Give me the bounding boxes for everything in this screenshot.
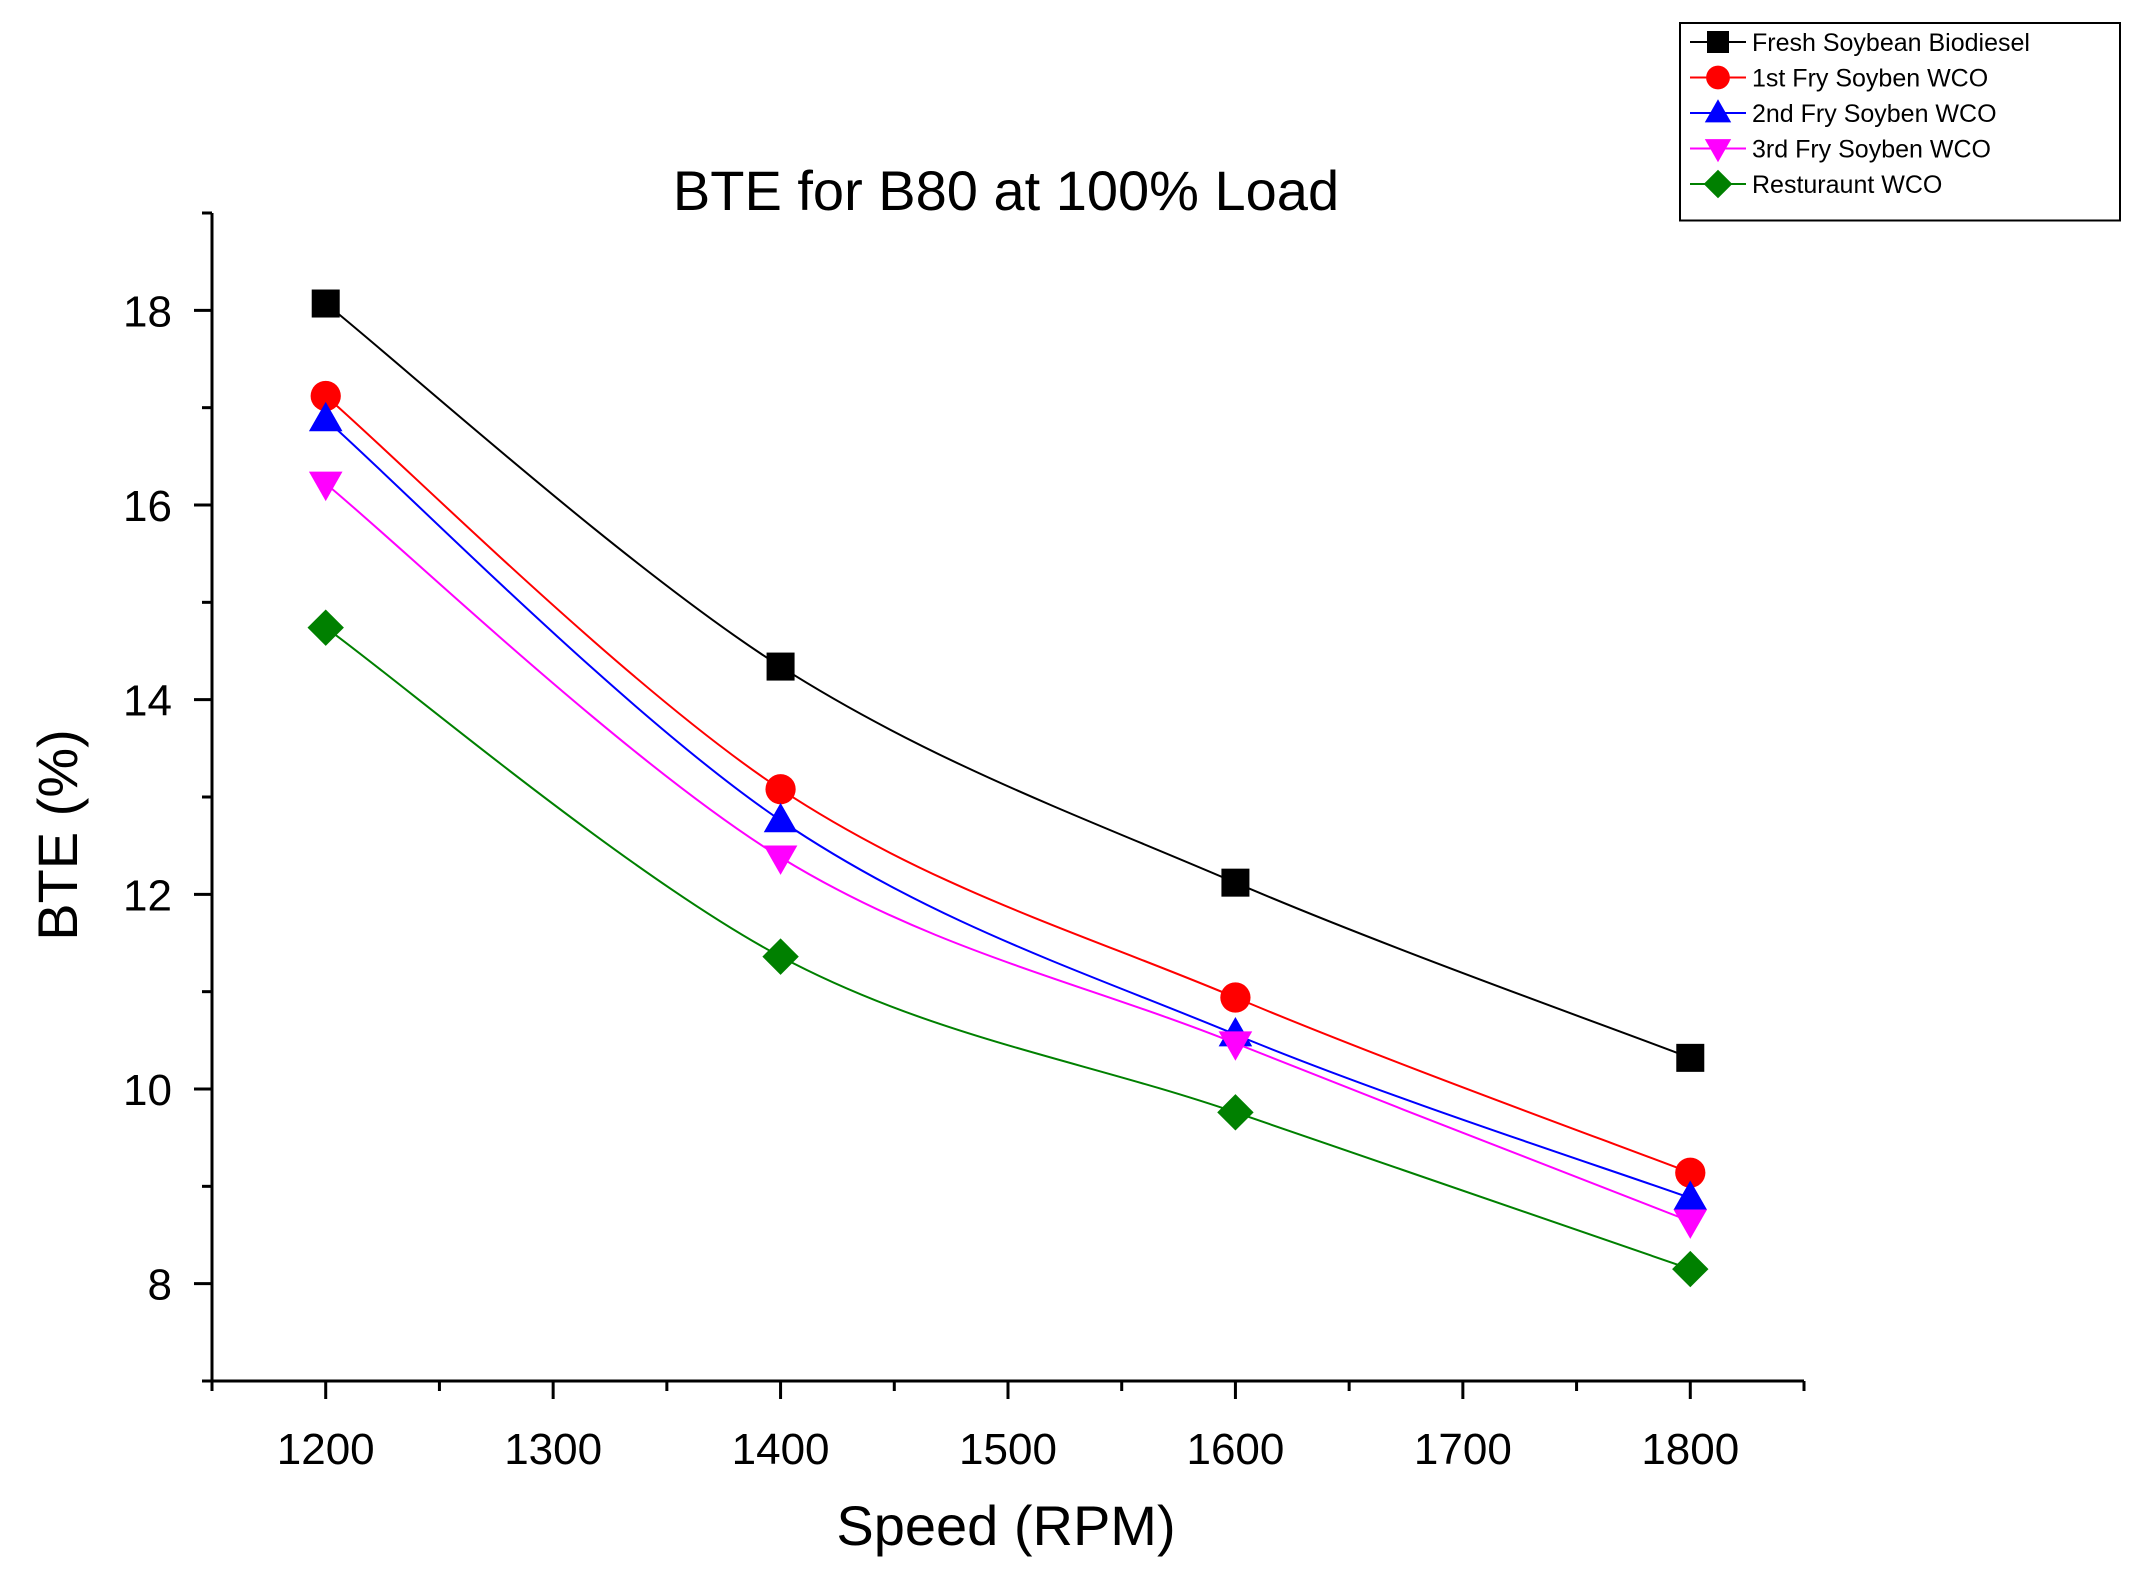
data-point xyxy=(1673,1180,1708,1210)
series-line xyxy=(325,418,1691,1199)
legend-label: 2nd Fry Soyben WCO xyxy=(1752,100,1997,128)
data-point xyxy=(1221,868,1250,897)
x-tick-label: 1600 xyxy=(1186,1425,1284,1474)
data-point xyxy=(307,609,344,646)
legend-label: 1st Fry Soyben WCO xyxy=(1752,65,1988,93)
data-point xyxy=(766,652,795,681)
y-tick-label: 16 xyxy=(123,482,172,531)
data-point xyxy=(308,401,343,432)
data-point xyxy=(763,802,798,833)
series-line xyxy=(325,482,1691,1223)
legend-item: 1st Fry Soyben WCO xyxy=(1690,65,1988,93)
legend-item: 2nd Fry Soyben WCO xyxy=(1690,99,1997,128)
legend-marker xyxy=(1706,65,1730,90)
x-tick-label: 1800 xyxy=(1641,1425,1739,1474)
legend-label: Resturaunt WCO xyxy=(1752,171,1942,199)
y-tick-label: 10 xyxy=(123,1066,172,1115)
y-axis-title: BTE (%) xyxy=(26,729,89,941)
data-point xyxy=(1672,1250,1709,1288)
x-axis-title: Speed (RPM) xyxy=(836,1494,1175,1557)
y-tick-label: 12 xyxy=(123,871,172,920)
legend-item: Fresh Soybean Biodiesel xyxy=(1690,29,2030,57)
series-3 xyxy=(308,401,1708,1210)
y-tick-label: 8 xyxy=(148,1261,172,1310)
series-line xyxy=(325,626,1691,1271)
data-point xyxy=(1676,1043,1705,1072)
y-tick-label: 18 xyxy=(123,287,172,336)
data-point xyxy=(310,380,341,412)
legend-marker xyxy=(1704,139,1732,163)
series-line xyxy=(325,302,1691,1059)
y-tick-label: 14 xyxy=(123,677,172,726)
legend: Fresh Soybean Biodiesel 1st Fry Soyben WC… xyxy=(1679,22,2121,222)
data-point xyxy=(765,774,796,805)
legend-box xyxy=(1679,22,2121,222)
data-point xyxy=(763,845,798,875)
x-tick-label: 1400 xyxy=(732,1425,830,1474)
x-tick-label: 1200 xyxy=(277,1425,375,1474)
series-2 xyxy=(310,380,1706,1188)
legend-marker xyxy=(1703,169,1733,199)
data-point xyxy=(308,471,343,502)
legend-label: 3rd Fry Soyben WCO xyxy=(1752,136,1991,164)
data-point xyxy=(762,938,799,975)
series-5 xyxy=(307,609,1709,1288)
legend-marker xyxy=(1704,99,1732,123)
series-line xyxy=(325,395,1691,1174)
x-tick-label: 1300 xyxy=(504,1425,602,1474)
data-point xyxy=(1675,1157,1706,1188)
legend-item: Resturaunt WCO xyxy=(1690,169,1942,199)
x-tick-label: 1700 xyxy=(1414,1425,1512,1474)
legend-marker xyxy=(1707,31,1729,53)
x-tick-label: 1500 xyxy=(959,1425,1057,1474)
data-point xyxy=(1220,982,1251,1013)
axes: 1200 1300 1400 1500 1600 1700 1800 8 10 12 14 16 18 xyxy=(123,211,1806,1474)
legend-label: Fresh Soybean Biodiesel xyxy=(1752,29,2030,57)
chart-title: BTE for B80 at 100% Load xyxy=(673,159,1339,222)
series-1 xyxy=(311,289,1705,1072)
data-point xyxy=(1218,1031,1253,1061)
data-point xyxy=(311,289,340,318)
legend-item: 3rd Fry Soyben WCO xyxy=(1690,136,1991,164)
data-point xyxy=(1217,1094,1254,1131)
series-4 xyxy=(308,471,1708,1239)
series-group xyxy=(307,289,1709,1288)
data-point xyxy=(1673,1209,1708,1239)
